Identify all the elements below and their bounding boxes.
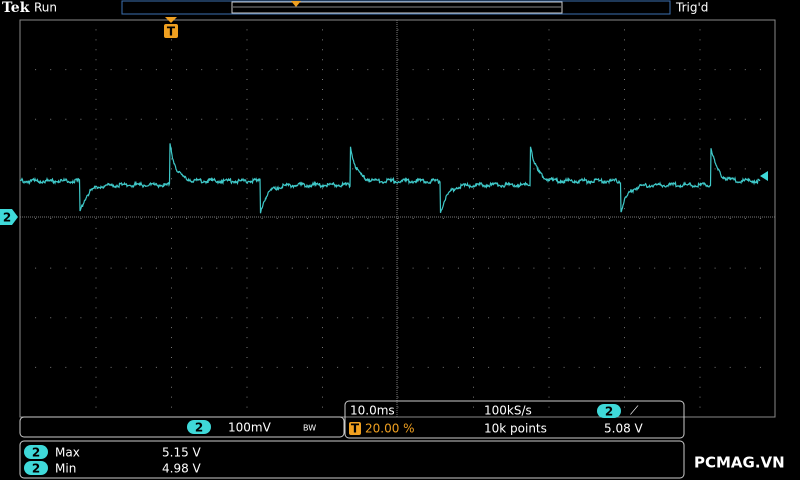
- meas-value: 5.15 V: [162, 446, 202, 460]
- trigger-icon-bg: [349, 422, 361, 435]
- channel-marker: 2: [3, 211, 11, 225]
- channel-number: 2: [195, 421, 203, 435]
- waveform: [19, 143, 761, 214]
- trigger-slope: ⟋: [630, 404, 639, 418]
- trigger-channel: 2: [605, 405, 613, 419]
- meas-channel: 2: [32, 462, 40, 476]
- trigger-pos-small: [291, 1, 301, 7]
- horizontal-box: [344, 400, 685, 439]
- graticule-border: [19, 19, 776, 418]
- record-length: 10k points: [484, 422, 547, 436]
- record-bar: [121, 0, 671, 15]
- measurements: 2 Max 5.15 V 2 Min 4.98 V: [24, 445, 202, 476]
- vertical-scale: 100mV: [228, 421, 272, 435]
- trace: [19, 143, 761, 214]
- grid-dots: [35, 29, 761, 408]
- trigger-icon: T: [351, 422, 360, 436]
- measurement-box: [19, 440, 685, 479]
- bandwidth-limit: BW: [303, 424, 316, 433]
- trigger-arrow: [165, 17, 177, 23]
- meas-value: 4.98 V: [162, 462, 202, 476]
- channel-marker-bg: [0, 209, 18, 225]
- graticule: [20, 20, 775, 417]
- sample-rate: 100kS/s: [484, 404, 532, 418]
- trigger-channel-badge: [597, 404, 621, 418]
- meas-channel: 2: [32, 446, 40, 460]
- trigger-position: 20.00 %: [365, 422, 415, 436]
- trigger-marker-bg: [164, 24, 178, 38]
- trigger-status: Trig'd: [675, 1, 708, 15]
- meas-badge: [24, 445, 48, 459]
- brand: Tek: [2, 0, 30, 16]
- meas-name: Min: [55, 462, 76, 476]
- meas-badge: [24, 461, 48, 475]
- trigger-level: 5.08 V: [604, 422, 644, 436]
- trigger-marker: T: [167, 25, 176, 39]
- channel-readout-box: [19, 416, 345, 438]
- view-window: [231, 1, 563, 14]
- meas-name: Max: [55, 446, 80, 460]
- channel-badge: [187, 420, 211, 434]
- watermark: PCMAG.VN: [694, 454, 785, 472]
- run-status: Run: [34, 1, 57, 15]
- timebase: 10.0ms: [350, 404, 395, 418]
- trigger-level-arrow: [760, 171, 768, 181]
